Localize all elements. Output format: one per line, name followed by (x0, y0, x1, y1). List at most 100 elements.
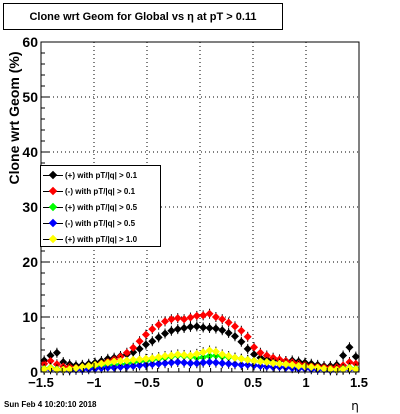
legend-label: (+) with pT/|q| > 0.5 (65, 202, 138, 212)
chart-title-text: Clone wrt Geom for Global vs η at pT > 0… (29, 10, 257, 23)
data-point (110, 357, 119, 366)
series-layer (40, 308, 360, 376)
data-point (199, 311, 208, 320)
data-point (262, 358, 271, 367)
diamond-icon (48, 234, 58, 244)
data-point (230, 322, 239, 331)
data-point (141, 360, 150, 369)
data-point (135, 361, 144, 370)
data-point (281, 360, 290, 369)
data-point (103, 358, 112, 367)
data-point (262, 351, 271, 360)
data-point (65, 365, 74, 374)
data-point (256, 357, 265, 366)
y-tick-label: 30 (22, 199, 38, 215)
diamond-icon (48, 186, 58, 196)
data-point (161, 352, 170, 361)
data-point (307, 363, 316, 372)
data-point (339, 365, 348, 374)
data-point (148, 360, 157, 369)
data-point (97, 359, 106, 368)
legend-marker-icon (41, 167, 65, 183)
legend-marker-icon (41, 183, 65, 199)
data-point (199, 358, 208, 367)
data-point (269, 359, 278, 368)
data-point (154, 359, 163, 368)
data-point (161, 359, 170, 368)
data-point (186, 359, 195, 368)
data-point (122, 348, 131, 357)
data-point (313, 363, 322, 372)
data-point (78, 363, 87, 372)
diamond-icon (48, 218, 58, 228)
data-point (186, 322, 195, 331)
data-point (84, 361, 93, 370)
data-point (154, 320, 163, 329)
legend-label: (-) with pT/|q| > 0.5 (65, 218, 136, 228)
legend-label: (-) with pT/|q| > 0.1 (65, 186, 136, 196)
timestamp: Sun Feb 4 10:20:10 2018 (4, 400, 97, 409)
data-point (345, 364, 354, 373)
data-point (154, 353, 163, 362)
diamond-icon (48, 202, 58, 212)
data-point (167, 315, 176, 324)
legend-marker-icon (41, 199, 65, 215)
data-point (180, 350, 189, 359)
data-point (345, 343, 354, 352)
data-point (243, 332, 252, 341)
legend-entry: (-) with pT/|q| > 0.1 (41, 183, 162, 199)
y-tick-label: 20 (22, 254, 38, 270)
data-point (351, 365, 360, 374)
data-point (167, 351, 176, 360)
data-point (173, 358, 182, 367)
x-tick-label: 0.5 (244, 375, 262, 390)
y-tick-label: 50 (22, 89, 38, 105)
data-point (180, 358, 189, 367)
data-point (320, 364, 329, 373)
data-point (243, 344, 252, 353)
data-point (192, 322, 201, 331)
data-point (300, 362, 309, 371)
data-point (224, 359, 233, 368)
data-point (237, 337, 246, 346)
data-point (230, 360, 239, 369)
legend-entry: (+) with pT/|q| > 0.1 (41, 167, 162, 183)
data-point (230, 332, 239, 341)
data-point (141, 330, 150, 339)
data-point (205, 352, 214, 361)
legend-entry: (+) with pT/|q| > 1.0 (41, 231, 162, 247)
data-point (218, 326, 227, 335)
data-point (224, 318, 233, 327)
legend-label: (+) with pT/|q| > 0.1 (65, 170, 138, 180)
data-point (199, 323, 208, 332)
data-point (237, 354, 246, 363)
data-point (46, 351, 55, 360)
legend-label: (+) with pT/|q| > 1.0 (65, 234, 138, 244)
data-point (211, 324, 220, 333)
y-tick-label: 60 (22, 34, 38, 50)
data-point (141, 340, 150, 349)
data-point (91, 360, 100, 369)
data-point (52, 348, 61, 357)
data-point (141, 354, 150, 363)
legend-entry: (-) with pT/|q| > 0.5 (41, 215, 162, 231)
data-point (135, 344, 144, 353)
x-tick-label: 0 (196, 375, 203, 390)
data-point (237, 360, 246, 369)
legend-entry: (+) with pT/|q| > 0.5 (41, 199, 162, 215)
x-tick-label: −0.5 (134, 375, 160, 390)
x-tick-label: −1 (87, 375, 102, 390)
data-point (288, 360, 297, 369)
data-point (199, 348, 208, 357)
data-point (294, 361, 303, 370)
data-point (40, 365, 49, 374)
y-tick-label: 0 (30, 364, 38, 380)
data-point (250, 357, 259, 365)
data-point (192, 349, 201, 358)
data-point (161, 329, 170, 338)
data-point (326, 365, 335, 374)
data-point (135, 355, 144, 364)
data-point (154, 333, 163, 342)
data-point (46, 357, 55, 365)
